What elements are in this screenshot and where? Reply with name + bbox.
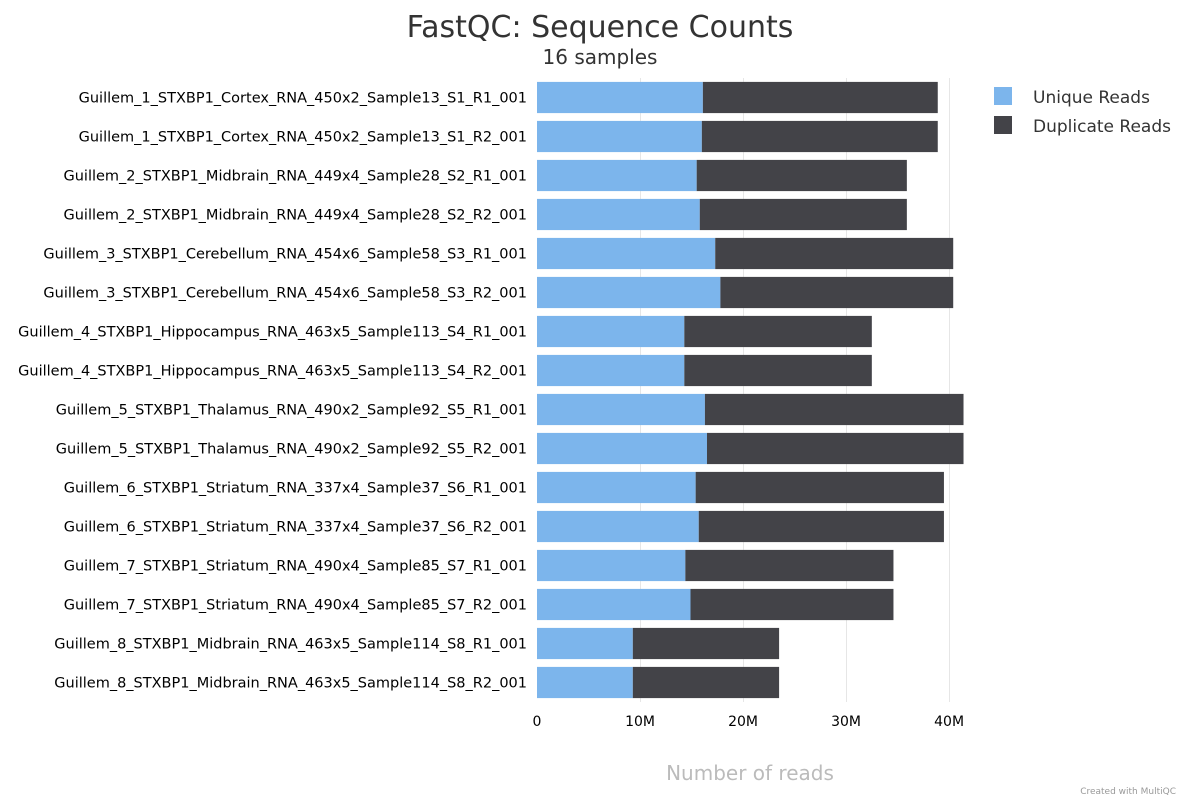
- x-axis-tick-labels: 0 10M 20M 30M 40M: [533, 714, 965, 730]
- bar-duplicate-14[interactable]: [690, 588, 894, 621]
- bar-unique-10[interactable]: [537, 432, 707, 465]
- category-label-14: Guillem_7_STXBP1_Striatum_RNA_490x4_Samp…: [64, 598, 527, 614]
- category-label-16: Guillem_8_STXBP1_Midbrain_RNA_463x5_Samp…: [54, 676, 527, 692]
- category-label-4: Guillem_2_STXBP1_Midbrain_RNA_449x4_Samp…: [63, 208, 527, 224]
- chart-subtitle: 16 samples: [543, 45, 658, 69]
- bar-duplicate-1[interactable]: [702, 81, 938, 114]
- chart-title: FastQC: Sequence Counts: [407, 10, 794, 45]
- bar-duplicate-15[interactable]: [632, 627, 780, 660]
- category-label-11: Guillem_6_STXBP1_Striatum_RNA_337x4_Samp…: [64, 481, 527, 497]
- bar-duplicate-13[interactable]: [685, 549, 894, 582]
- x-tick-label-3: 30M: [831, 714, 861, 730]
- bar-unique-7[interactable]: [537, 315, 685, 348]
- bar-duplicate-10[interactable]: [706, 432, 964, 465]
- bar-unique-5[interactable]: [537, 237, 716, 270]
- bar-unique-6[interactable]: [537, 276, 721, 309]
- category-label-2: Guillem_1_STXBP1_Cortex_RNA_450x2_Sample…: [79, 130, 527, 146]
- bar-duplicate-4[interactable]: [699, 198, 907, 231]
- category-label-12: Guillem_6_STXBP1_Striatum_RNA_337x4_Samp…: [64, 520, 527, 536]
- category-label-8: Guillem_4_STXBP1_Hippocampus_RNA_463x5_S…: [18, 364, 527, 380]
- bars: [537, 81, 964, 699]
- bar-unique-14[interactable]: [537, 588, 691, 621]
- category-label-5: Guillem_3_STXBP1_Cerebellum_RNA_454x6_Sa…: [43, 247, 527, 263]
- bar-unique-3[interactable]: [537, 159, 697, 192]
- x-tick-label-0: 0: [533, 714, 542, 730]
- bar-unique-8[interactable]: [537, 354, 685, 387]
- bar-unique-15[interactable]: [537, 627, 633, 660]
- category-label-6: Guillem_3_STXBP1_Cerebellum_RNA_454x6_Sa…: [43, 286, 527, 302]
- legend-label-2[interactable]: Duplicate Reads: [1033, 117, 1171, 137]
- bar-unique-16[interactable]: [537, 666, 633, 699]
- category-labels: Guillem_1_STXBP1_Cortex_RNA_450x2_Sample…: [18, 91, 527, 692]
- bar-unique-11[interactable]: [537, 471, 696, 504]
- bar-unique-1[interactable]: [537, 81, 703, 114]
- bar-unique-4[interactable]: [537, 198, 700, 231]
- x-tick-label-1: 10M: [625, 714, 655, 730]
- category-label-1: Guillem_1_STXBP1_Cortex_RNA_450x2_Sample…: [79, 91, 527, 107]
- legend-swatch-1[interactable]: [994, 87, 1012, 105]
- legend: Unique Reads Duplicate Reads: [994, 87, 1171, 137]
- bar-unique-12[interactable]: [537, 510, 699, 543]
- bar-duplicate-6[interactable]: [720, 276, 954, 309]
- bar-duplicate-8[interactable]: [684, 354, 872, 387]
- x-tick-label-4: 40M: [934, 714, 964, 730]
- bar-duplicate-16[interactable]: [632, 666, 780, 699]
- x-axis-title: Number of reads: [666, 761, 834, 785]
- category-label-13: Guillem_7_STXBP1_Striatum_RNA_490x4_Samp…: [64, 559, 527, 575]
- legend-label-1[interactable]: Unique Reads: [1033, 88, 1150, 108]
- category-label-7: Guillem_4_STXBP1_Hippocampus_RNA_463x5_S…: [18, 325, 527, 341]
- bar-unique-2[interactable]: [537, 120, 702, 153]
- legend-swatch-2[interactable]: [994, 116, 1012, 134]
- bar-duplicate-7[interactable]: [684, 315, 872, 348]
- category-label-15: Guillem_8_STXBP1_Midbrain_RNA_463x5_Samp…: [54, 637, 527, 653]
- category-label-3: Guillem_2_STXBP1_Midbrain_RNA_449x4_Samp…: [63, 169, 527, 185]
- bar-duplicate-5[interactable]: [715, 237, 954, 270]
- credits: Created with MultiQC: [1080, 787, 1176, 797]
- bar-duplicate-9[interactable]: [704, 393, 964, 426]
- bar-unique-9[interactable]: [537, 393, 705, 426]
- bar-duplicate-2[interactable]: [701, 120, 938, 153]
- bar-unique-13[interactable]: [537, 549, 686, 582]
- x-tick-label-2: 20M: [728, 714, 758, 730]
- category-label-9: Guillem_5_STXBP1_Thalamus_RNA_490x2_Samp…: [56, 403, 527, 419]
- bar-duplicate-12[interactable]: [698, 510, 944, 543]
- category-label-10: Guillem_5_STXBP1_Thalamus_RNA_490x2_Samp…: [56, 442, 527, 458]
- bar-duplicate-3[interactable]: [696, 159, 907, 192]
- bar-duplicate-11[interactable]: [695, 471, 944, 504]
